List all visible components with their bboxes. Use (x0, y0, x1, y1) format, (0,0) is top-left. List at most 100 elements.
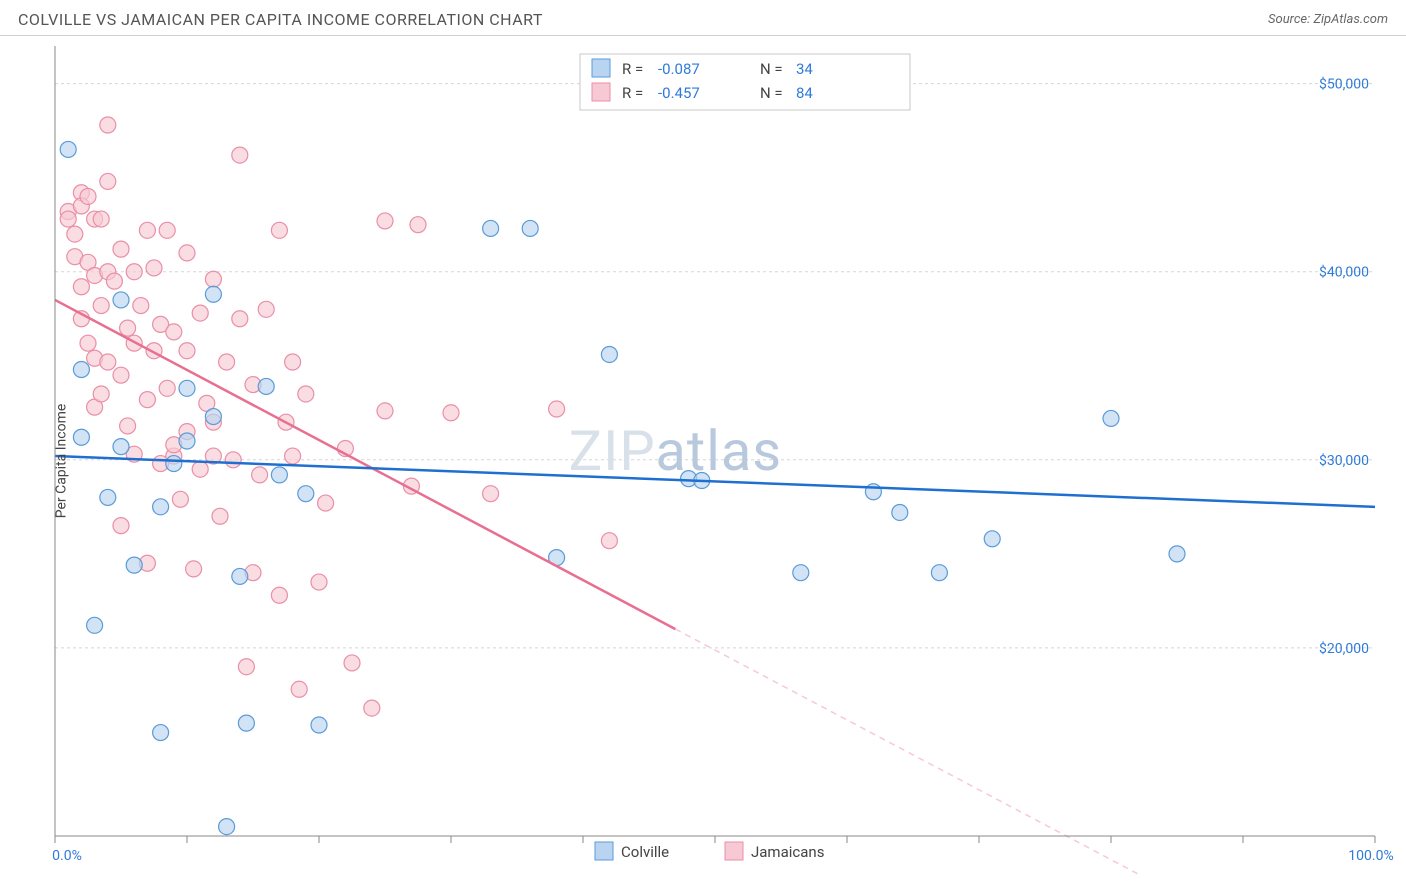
data-point-jamaicans (483, 486, 499, 502)
data-point-jamaicans (219, 354, 235, 370)
data-point-jamaicans (601, 533, 617, 549)
data-point-colville (87, 617, 103, 633)
data-point-colville (126, 557, 142, 573)
source-label: Source: ZipAtlas.com (1268, 12, 1388, 27)
legend-swatch (592, 59, 610, 77)
data-point-colville (793, 565, 809, 581)
watermark-icon: ZIPatlas (569, 418, 783, 484)
data-point-colville (238, 715, 254, 731)
trend-line-jamaicans-dash (675, 629, 1137, 874)
data-point-jamaicans (113, 367, 129, 383)
scatter-chart: $20,000$30,000$40,000$50,000ZIPatlas0.0%… (0, 36, 1406, 886)
data-point-jamaicans (318, 495, 334, 511)
y-tick-label: $20,000 (1319, 640, 1369, 657)
data-point-jamaicans (238, 659, 254, 675)
data-point-jamaicans (106, 273, 122, 289)
data-point-colville (100, 489, 116, 505)
data-point-jamaicans (166, 324, 182, 340)
legend-r-value: -0.457 (658, 84, 700, 102)
data-point-jamaicans (113, 241, 129, 257)
chart-area: Per Capita Income $20,000$30,000$40,000$… (0, 36, 1406, 886)
data-point-jamaicans (311, 574, 327, 590)
data-point-jamaicans (139, 222, 155, 238)
data-point-jamaicans (271, 587, 287, 603)
data-point-colville (205, 286, 221, 302)
data-point-colville (483, 220, 499, 236)
data-point-jamaicans (159, 222, 175, 238)
data-point-colville (73, 429, 89, 445)
chart-title: COLVILLE VS JAMAICAN PER CAPITA INCOME C… (18, 10, 543, 29)
data-point-jamaicans (100, 117, 116, 133)
data-point-colville (931, 565, 947, 581)
data-point-jamaicans (285, 448, 301, 464)
data-point-jamaicans (271, 222, 287, 238)
y-axis-label: Per Capita Income (53, 404, 69, 519)
data-point-jamaicans (258, 301, 274, 317)
data-point-jamaicans (179, 343, 195, 359)
data-point-colville (73, 362, 89, 378)
data-point-jamaicans (179, 245, 195, 261)
data-point-colville (153, 499, 169, 515)
data-point-jamaicans (93, 298, 109, 314)
data-point-colville (113, 292, 129, 308)
data-point-jamaicans (159, 380, 175, 396)
data-point-jamaicans (126, 264, 142, 280)
data-point-jamaicans (225, 452, 241, 468)
data-point-jamaicans (133, 298, 149, 314)
data-point-jamaicans (172, 491, 188, 507)
data-point-jamaicans (93, 386, 109, 402)
x-tick-label: 0.0% (52, 848, 82, 864)
y-tick-label: $40,000 (1319, 264, 1369, 281)
data-point-jamaicans (80, 188, 96, 204)
data-point-jamaicans (205, 271, 221, 287)
data-point-colville (113, 439, 129, 455)
data-point-jamaicans (410, 217, 426, 233)
data-point-jamaicans (549, 401, 565, 417)
data-point-colville (601, 346, 617, 362)
y-tick-label: $30,000 (1319, 452, 1369, 469)
data-point-jamaicans (113, 518, 129, 534)
legend-swatch (592, 83, 610, 101)
data-point-colville (258, 378, 274, 394)
data-point-jamaicans (60, 211, 76, 227)
data-point-colville (60, 141, 76, 157)
x-tick-label: 100.0% (1348, 848, 1393, 864)
data-point-jamaicans (120, 320, 136, 336)
data-point-jamaicans (232, 311, 248, 327)
data-point-jamaicans (377, 403, 393, 419)
legend-r-label: R = (622, 84, 643, 102)
data-point-colville (1103, 410, 1119, 426)
legend-item-label: Jamaicans (751, 843, 824, 861)
data-point-jamaicans (291, 681, 307, 697)
chart-header: COLVILLE VS JAMAICAN PER CAPITA INCOME C… (0, 0, 1406, 36)
legend-swatch (595, 842, 613, 860)
data-point-jamaicans (285, 354, 301, 370)
data-point-jamaicans (100, 173, 116, 189)
legend-r-value: -0.087 (658, 60, 700, 78)
data-point-jamaicans (80, 335, 96, 351)
data-point-jamaicans (192, 305, 208, 321)
data-point-jamaicans (443, 405, 459, 421)
data-point-colville (984, 531, 1000, 547)
data-point-colville (892, 504, 908, 520)
data-point-jamaicans (146, 260, 162, 276)
data-point-colville (205, 409, 221, 425)
data-point-jamaicans (100, 354, 116, 370)
legend-item-label: Colville (621, 843, 669, 861)
data-point-colville (153, 725, 169, 741)
data-point-colville (219, 819, 235, 835)
data-point-jamaicans (192, 461, 208, 477)
legend-n-label: N = (760, 60, 783, 78)
data-point-jamaicans (73, 279, 89, 295)
data-point-colville (179, 380, 195, 396)
data-point-jamaicans (344, 655, 360, 671)
data-point-colville (166, 456, 182, 472)
data-point-colville (522, 220, 538, 236)
data-point-jamaicans (252, 467, 268, 483)
data-point-colville (232, 568, 248, 584)
legend-n-value: 34 (796, 60, 813, 78)
data-point-colville (271, 467, 287, 483)
legend-n-label: N = (760, 84, 783, 102)
legend-n-value: 84 (796, 84, 813, 102)
data-point-colville (311, 717, 327, 733)
